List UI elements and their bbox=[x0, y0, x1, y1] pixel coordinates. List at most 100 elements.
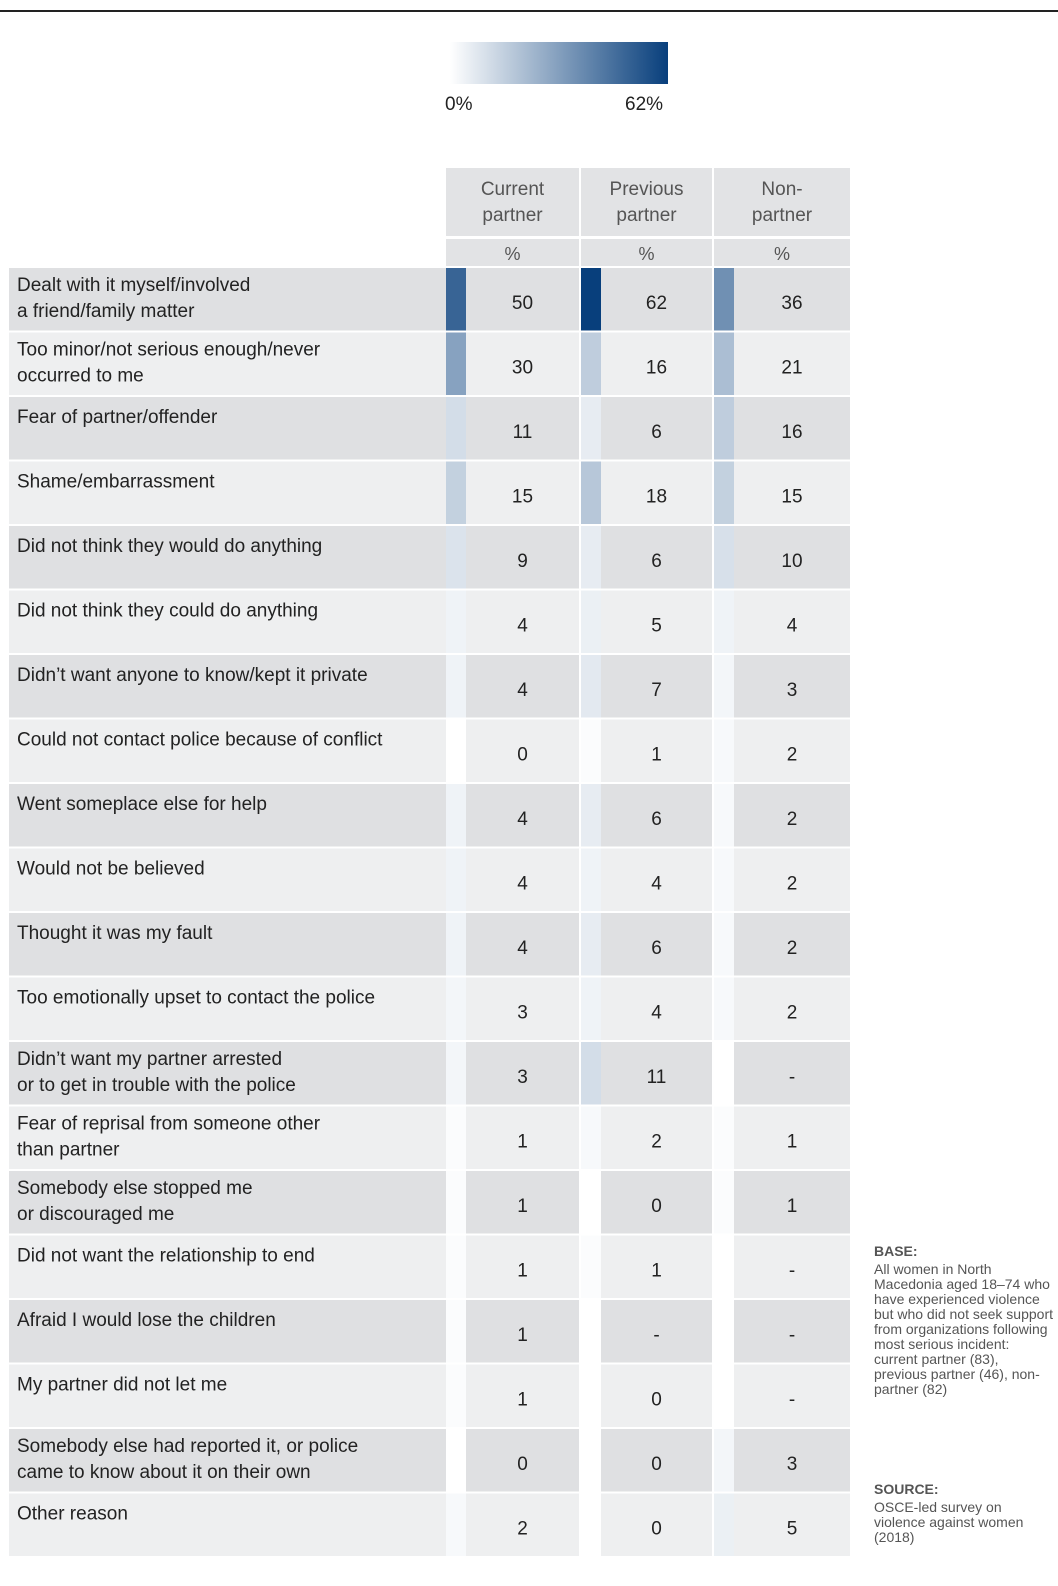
value-color-strip bbox=[581, 590, 601, 653]
value-label: 0 bbox=[651, 1390, 662, 1411]
value-label: 4 bbox=[517, 809, 528, 830]
row-label-line: Didn’t want my partner arrested bbox=[17, 1049, 282, 1070]
value-cell-bg bbox=[446, 655, 579, 718]
column-header-line: partner bbox=[482, 205, 543, 226]
value-label: 50 bbox=[512, 293, 533, 314]
source-note: SOURCE: OSCE-led survey on violence agai… bbox=[874, 1482, 1054, 1545]
row-label-bg bbox=[9, 590, 446, 653]
value-color-strip bbox=[581, 1300, 601, 1363]
value-cell-bg bbox=[446, 913, 579, 976]
base-note-title: BASE: bbox=[874, 1243, 918, 1259]
value-color-strip bbox=[446, 1364, 466, 1427]
row-label-bg bbox=[9, 332, 446, 395]
value-cell-bg bbox=[581, 784, 712, 847]
value-label: 7 bbox=[651, 680, 662, 701]
value-cell-bg bbox=[446, 1429, 579, 1492]
row-label-bg bbox=[9, 397, 446, 460]
unit-header-bg bbox=[446, 239, 579, 266]
value-label: 0 bbox=[651, 1519, 662, 1540]
row-label: Somebody else stopped me or discouraged m… bbox=[17, 1178, 253, 1225]
value-color-strip bbox=[446, 1429, 466, 1492]
value-cell-bg bbox=[446, 719, 579, 782]
value-label: 2 bbox=[787, 938, 798, 959]
value-color-strip bbox=[446, 1493, 466, 1556]
value-cell-bg bbox=[446, 526, 579, 589]
row-label: Shame/embarrassment bbox=[17, 472, 215, 493]
value-label: 21 bbox=[781, 358, 802, 379]
value-label: 2 bbox=[651, 1132, 662, 1153]
row-label-bg bbox=[9, 913, 446, 976]
value-cell-bg bbox=[581, 590, 712, 653]
value-label: 3 bbox=[787, 1454, 798, 1475]
row-label-line: Could not contact police because of conf… bbox=[17, 730, 383, 751]
value-cell-bg bbox=[714, 719, 850, 782]
value-label: 10 bbox=[781, 551, 802, 572]
row-label: Did not think they could do anything bbox=[17, 601, 318, 622]
value-color-strip bbox=[446, 1042, 466, 1105]
unit-header-label: % bbox=[638, 244, 654, 264]
column-header-label: Previous partner bbox=[610, 179, 684, 226]
unit-header-label: % bbox=[504, 244, 520, 264]
value-label: 30 bbox=[512, 358, 533, 379]
value-color-strip bbox=[581, 848, 601, 911]
value-label: 11 bbox=[647, 1067, 667, 1088]
value-cell-bg bbox=[446, 1364, 579, 1427]
row-label: Did not want the relationship to end bbox=[17, 1246, 315, 1267]
row-label-line: or discouraged me bbox=[17, 1204, 174, 1225]
value-label: 0 bbox=[517, 745, 528, 766]
value-cell-bg bbox=[714, 1171, 850, 1234]
row-label: Dealt with it myself/involved a friend/fa… bbox=[17, 275, 250, 322]
value-color-strip bbox=[714, 655, 734, 718]
column-header-line: Current bbox=[481, 179, 545, 200]
value-label: 0 bbox=[517, 1454, 528, 1475]
column-header-label: Non-partner bbox=[752, 179, 813, 226]
value-color-strip bbox=[446, 655, 466, 718]
row-label-line: a friend/family matter bbox=[17, 301, 195, 322]
value-color-strip bbox=[446, 1235, 466, 1298]
value-label: 4 bbox=[517, 874, 528, 895]
value-color-strip bbox=[714, 719, 734, 782]
value-color-strip bbox=[714, 977, 734, 1040]
value-label: 4 bbox=[517, 616, 528, 637]
value-cell-bg bbox=[581, 332, 712, 395]
value-label: 2 bbox=[787, 809, 798, 830]
row-label: My partner did not let me bbox=[17, 1375, 227, 1396]
value-color-strip bbox=[446, 268, 466, 331]
row-label-bg bbox=[9, 461, 446, 524]
color-scale-legend bbox=[450, 42, 668, 84]
row-label-bg bbox=[9, 1300, 446, 1363]
value-label: 1 bbox=[651, 1261, 662, 1282]
row-label-line: Too emotionally upset to contact the pol… bbox=[17, 988, 375, 1009]
value-label: 0 bbox=[651, 1196, 662, 1217]
value-color-strip bbox=[581, 268, 601, 331]
value-cell-bg bbox=[581, 526, 712, 589]
value-label: 9 bbox=[517, 551, 528, 572]
value-color-strip bbox=[714, 1042, 734, 1105]
value-label: 5 bbox=[787, 1519, 798, 1540]
value-color-strip bbox=[714, 1493, 734, 1556]
value-cell-bg bbox=[446, 332, 579, 395]
value-color-strip bbox=[714, 1364, 734, 1427]
value-label: 15 bbox=[781, 487, 802, 508]
column-header-bg bbox=[446, 168, 579, 236]
value-color-strip bbox=[714, 1300, 734, 1363]
value-label: 3 bbox=[517, 1003, 528, 1024]
value-color-strip bbox=[714, 332, 734, 395]
row-label: Too emotionally upset to contact the pol… bbox=[17, 988, 375, 1009]
value-cell-bg bbox=[714, 977, 850, 1040]
value-label: 4 bbox=[651, 874, 662, 895]
value-cell-bg bbox=[714, 332, 850, 395]
value-cell-bg bbox=[714, 1364, 850, 1427]
row-label-bg bbox=[9, 268, 446, 331]
source-note-text: OSCE-led survey on violence against wome… bbox=[874, 1499, 1024, 1545]
row-label-bg bbox=[9, 1235, 446, 1298]
row-label-line: Afraid I would lose the children bbox=[17, 1310, 276, 1331]
value-color-strip bbox=[446, 332, 466, 395]
column-header-bg bbox=[581, 168, 712, 236]
value-label: 18 bbox=[646, 487, 667, 508]
column-header-line: Previous bbox=[610, 179, 684, 200]
value-cell-bg bbox=[714, 1106, 850, 1169]
base-note-text: All women in North Macedonia aged 18–74 … bbox=[874, 1261, 1054, 1397]
value-label: 5 bbox=[651, 616, 662, 637]
value-cell-bg bbox=[581, 1235, 712, 1298]
